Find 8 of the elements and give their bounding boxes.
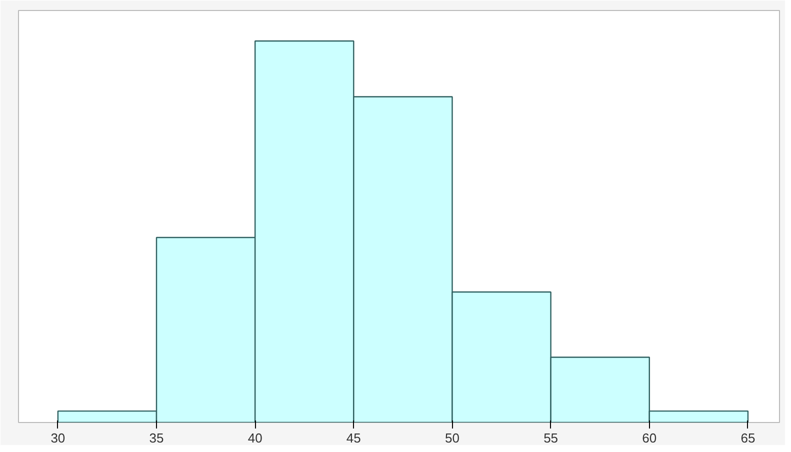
x-tick-label: 30: [50, 430, 66, 446]
x-tick-label: 45: [346, 430, 361, 446]
x-tick-label: 40: [248, 430, 262, 446]
x-tick-label: 35: [149, 430, 164, 446]
x-tick-label: 55: [544, 430, 558, 446]
x-tick-label: 50: [445, 430, 460, 446]
x-tick-label: 65: [740, 430, 756, 446]
x-tick-label: 60: [642, 430, 657, 446]
